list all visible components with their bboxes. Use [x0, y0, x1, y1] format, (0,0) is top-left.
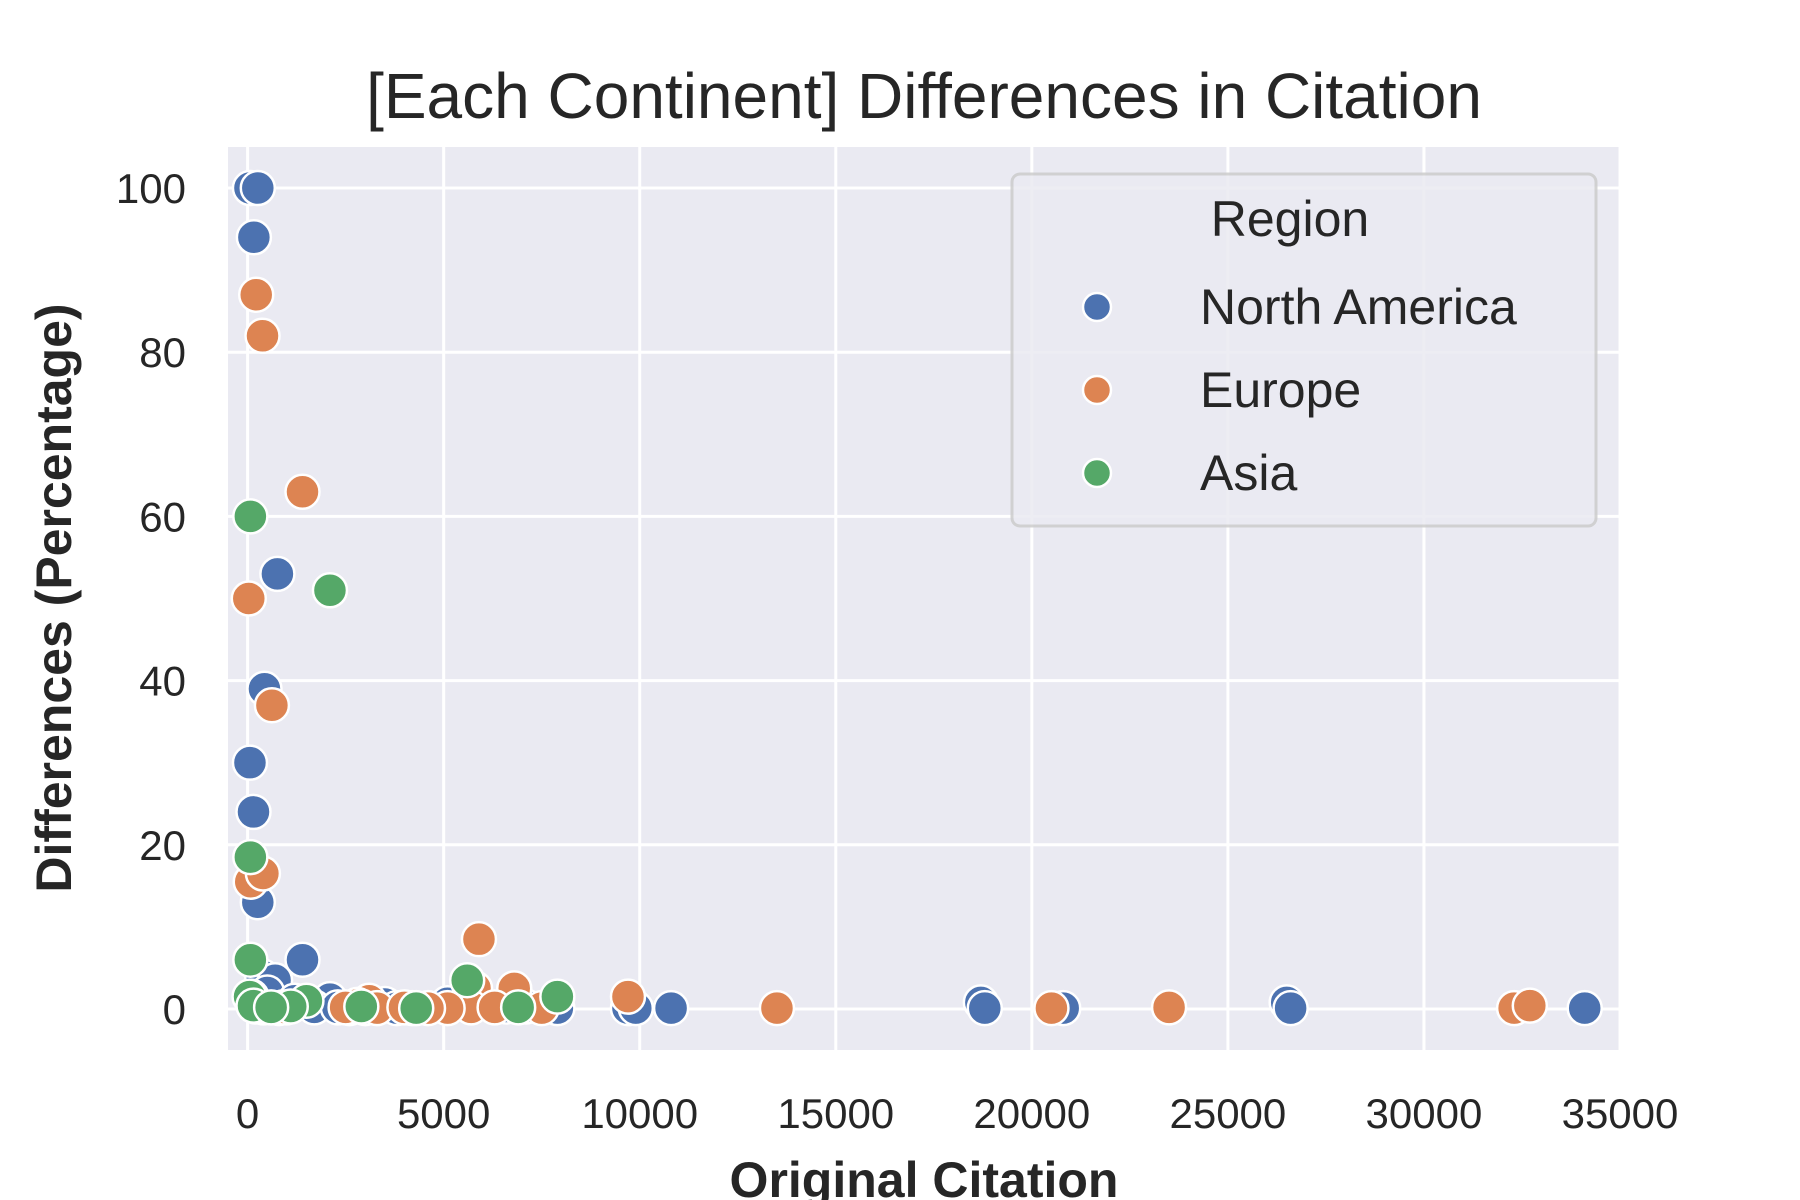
y-tick-label: 40 — [139, 658, 186, 705]
point-europe — [253, 686, 291, 724]
data-points — [230, 169, 1603, 1027]
point-europe — [758, 989, 796, 1027]
y-tick-label: 20 — [139, 822, 186, 869]
legend: Region North America Europe Asia — [1010, 172, 1598, 528]
point-north-america — [966, 989, 1004, 1027]
point-asia — [539, 978, 576, 1015]
x-tick-label: 0 — [236, 1090, 259, 1137]
x-tick-labels: 0 5000 10000 15000 20000 25000 30000 35000 — [236, 1090, 1678, 1137]
point-europe — [244, 317, 281, 355]
x-axis-label: Original Citation — [730, 1152, 1119, 1200]
legend-label-north-america: North America — [1200, 279, 1517, 335]
legend-label-europe: Europe — [1200, 362, 1361, 418]
y-tick-label: 100 — [116, 165, 186, 212]
point-europe — [460, 920, 498, 958]
point-europe — [609, 978, 647, 1015]
point-europe — [1033, 989, 1070, 1027]
x-tick-label: 35000 — [1562, 1090, 1679, 1137]
y-tick-label: 60 — [139, 493, 186, 540]
x-tick-label: 30000 — [1366, 1090, 1483, 1137]
y-tick-label: 80 — [139, 329, 186, 376]
point-north-america — [1272, 989, 1309, 1027]
x-tick-label: 20000 — [973, 1090, 1090, 1137]
point-north-america — [231, 744, 269, 781]
point-asia — [252, 989, 290, 1026]
legend-label-asia: Asia — [1200, 445, 1297, 501]
point-europe — [1511, 987, 1549, 1024]
y-axis-label: Differences (Percentage) — [26, 303, 82, 892]
legend-title: Region — [1211, 191, 1369, 247]
y-tick-label: 0 — [163, 986, 186, 1033]
point-north-america — [259, 555, 296, 593]
point-north-america — [235, 793, 272, 831]
x-tick-label: 10000 — [581, 1090, 698, 1137]
point-asia — [343, 988, 380, 1025]
point-north-america — [239, 169, 277, 207]
legend-marker-asia — [1081, 457, 1113, 489]
point-north-america — [284, 941, 321, 978]
point-asia — [499, 989, 537, 1026]
point-north-america — [652, 989, 690, 1027]
point-asia — [311, 572, 349, 609]
legend-marker-europe — [1081, 374, 1113, 406]
point-asia — [232, 498, 269, 535]
x-tick-label: 25000 — [1169, 1090, 1286, 1137]
x-tick-label: 15000 — [777, 1090, 894, 1137]
point-europe — [237, 276, 275, 314]
point-asia — [397, 989, 435, 1027]
point-asia — [448, 961, 486, 999]
x-tick-label: 5000 — [397, 1090, 490, 1137]
legend-marker-north-america — [1081, 291, 1113, 323]
y-tick-labels: 0 20 40 60 80 100 — [116, 165, 186, 1033]
point-asia — [232, 941, 269, 978]
point-asia — [232, 838, 269, 876]
point-europe — [230, 580, 268, 617]
point-europe — [1150, 989, 1188, 1026]
legend-box — [1010, 172, 1598, 528]
point-europe — [284, 473, 321, 511]
point-north-america — [235, 219, 273, 256]
point-north-america — [1566, 989, 1603, 1027]
legend-entries: North America Europe Asia — [1081, 279, 1517, 501]
chart-title: [Each Continent] Differences in Citation — [366, 60, 1482, 132]
